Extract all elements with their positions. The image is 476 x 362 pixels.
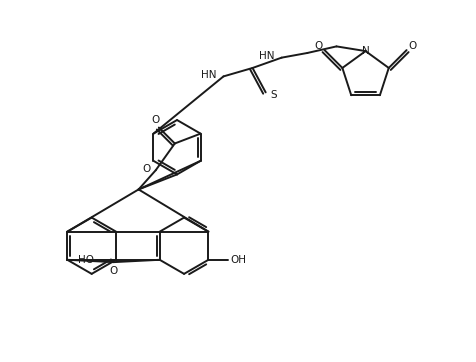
Text: HN: HN	[259, 51, 275, 61]
Text: HO: HO	[78, 255, 94, 265]
Text: O: O	[314, 41, 323, 51]
Text: N: N	[362, 46, 369, 56]
Text: O: O	[151, 115, 159, 126]
Text: O: O	[109, 266, 118, 275]
Text: O: O	[142, 164, 150, 174]
Text: HN: HN	[201, 70, 217, 80]
Text: OH: OH	[230, 255, 247, 265]
Text: S: S	[270, 90, 277, 100]
Text: O: O	[408, 41, 417, 51]
